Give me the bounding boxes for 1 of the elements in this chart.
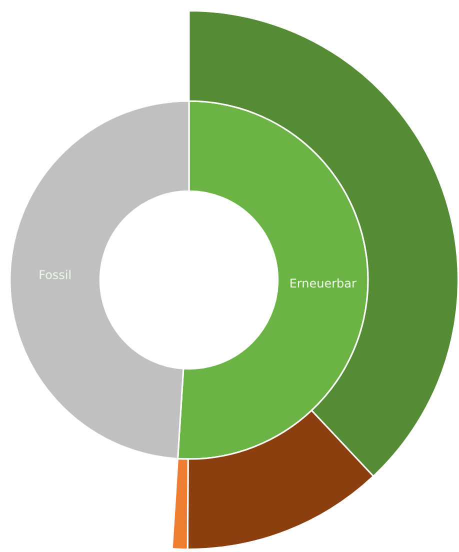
slice-label: Erneuerbar (289, 276, 357, 290)
